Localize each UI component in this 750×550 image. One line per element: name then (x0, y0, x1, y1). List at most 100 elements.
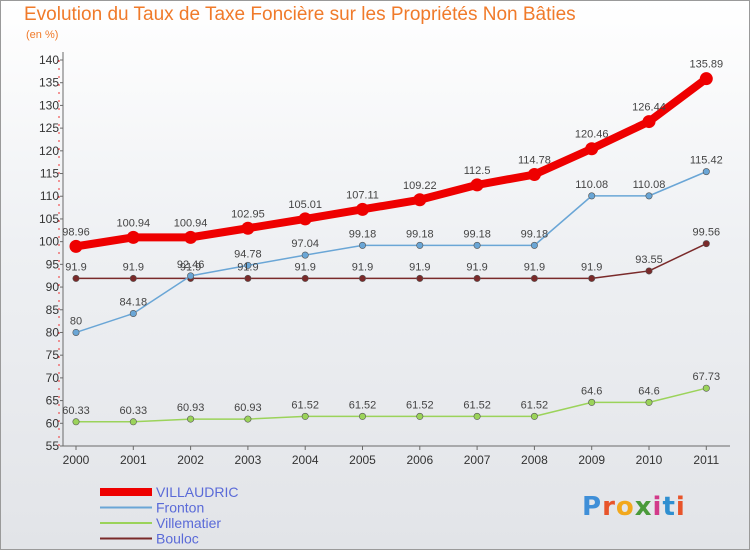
data-label-fronton-2005: 99.18 (349, 228, 377, 240)
data-label-villematier-2006: 61.52 (406, 399, 434, 411)
point-villematier-2009 (588, 398, 596, 406)
data-label-villematier-2007: 61.52 (463, 399, 491, 411)
y-tick-label-100: 100 (39, 235, 59, 249)
point-villaudric-2008 (527, 168, 541, 182)
x-tick-label-2006: 2006 (406, 453, 433, 467)
y-tick-label-80: 80 (46, 325, 60, 339)
data-label-fronton-2003: 94.78 (234, 248, 262, 260)
y-tick-label-55: 55 (46, 439, 60, 453)
y-tick-label-85: 85 (46, 303, 60, 317)
x-tick-label-2004: 2004 (292, 453, 319, 467)
data-label-bouloc-2009: 91.9 (581, 261, 602, 273)
y-tick-label-65: 65 (46, 394, 60, 408)
point-villaudric-2010 (642, 115, 656, 129)
chart-subtitle: (en %) (26, 29, 59, 41)
x-tick-label-2007: 2007 (464, 453, 491, 467)
point-fronton-2009 (588, 192, 596, 200)
data-labels: 60.33 60.33 60.93 60.93 61.52 61.52 61.52 61.52… (62, 59, 723, 417)
data-label-fronton-2011: 115.42 (690, 155, 723, 167)
point-bouloc-2005 (358, 274, 366, 282)
point-villematier-2002 (187, 415, 195, 423)
point-bouloc-2004 (301, 274, 309, 282)
point-villaudric-2004 (298, 212, 312, 226)
data-label-villematier-2008: 61.52 (521, 399, 549, 411)
point-fronton-2002 (187, 272, 195, 280)
data-label-villaudric-2011: 135.89 (689, 59, 723, 71)
point-villematier-2004 (301, 412, 309, 420)
point-villematier-2007 (473, 412, 481, 420)
data-label-fronton-2004: 97.04 (291, 238, 319, 250)
point-villaudric-2003 (241, 221, 255, 235)
x-tick-label-2001: 2001 (120, 453, 147, 467)
data-label-bouloc-2002: 91.9 (180, 261, 201, 273)
point-fronton-2003 (244, 261, 252, 269)
data-label-villaudric-2000: 98.96 (62, 226, 90, 238)
data-label-bouloc-2005: 91.9 (352, 261, 373, 273)
point-villaudric-2000 (69, 239, 83, 253)
point-villaudric-2002 (184, 230, 198, 244)
data-label-villaudric-2007: 112.5 (464, 165, 491, 177)
point-villaudric-2009 (585, 142, 599, 156)
x-tick-label-2011: 2011 (693, 453, 719, 467)
point-villaudric-2006 (413, 193, 427, 207)
y-tick-label-60: 60 (46, 416, 60, 430)
series-line-fronton (75, 170, 708, 334)
data-label-villematier-2005: 61.52 (349, 399, 377, 411)
point-bouloc-2000 (72, 274, 80, 282)
data-label-bouloc-2011: 99.56 (693, 227, 721, 239)
point-villaudric-2001 (126, 230, 140, 244)
data-label-villaudric-2006: 109.22 (403, 180, 437, 192)
point-fronton-2011 (702, 168, 710, 176)
data-label-fronton-2008: 99.18 (521, 228, 549, 240)
point-bouloc-2008 (530, 274, 538, 282)
data-label-villaudric-2003: 102.95 (231, 208, 265, 220)
data-label-bouloc-2003: 91.9 (237, 261, 258, 273)
x-tick-label-2005: 2005 (349, 453, 376, 467)
data-label-fronton-2000: 80 (70, 315, 82, 327)
legend-label-fronton: Fronton (156, 500, 204, 516)
x-tick-label-2010: 2010 (636, 453, 663, 467)
point-fronton-2004 (301, 251, 309, 259)
point-fronton-2005 (358, 241, 366, 249)
data-label-fronton-2001: 84.18 (120, 296, 148, 308)
series-line-villematier (75, 387, 708, 423)
point-bouloc-2003 (244, 274, 252, 282)
y-tick-label-90: 90 (46, 280, 60, 294)
series-layer (69, 72, 713, 426)
y-tick-label-75: 75 (46, 348, 60, 362)
y-tick-label-105: 105 (39, 212, 59, 226)
data-label-villematier-2002: 60.93 (177, 402, 205, 414)
y-tick-label-120: 120 (39, 144, 59, 158)
data-label-villaudric-2004: 105.01 (288, 199, 322, 211)
legend-label-villaudric: VILLAUDRIC (156, 484, 238, 500)
x-tick-label-2000: 2000 (63, 453, 90, 467)
point-fronton-2007 (473, 241, 481, 249)
point-villematier-2011 (702, 384, 710, 392)
chart-title: Evolution du Taux de Taxe Foncière sur l… (24, 4, 576, 25)
point-villaudric-2005 (356, 202, 369, 216)
x-tick-label-2008: 2008 (521, 453, 548, 467)
y-tick-label-135: 135 (39, 76, 59, 90)
data-label-villematier-2003: 60.93 (234, 402, 262, 414)
point-bouloc-2011 (702, 240, 710, 248)
point-bouloc-2007 (473, 274, 481, 282)
x-tick-label-2009: 2009 (578, 453, 605, 467)
data-label-fronton-2007: 99.18 (463, 228, 491, 240)
point-bouloc-2009 (588, 274, 596, 282)
point-bouloc-2001 (129, 274, 137, 282)
point-villematier-2005 (358, 412, 366, 420)
point-fronton-2000 (72, 328, 80, 336)
data-label-fronton-2009: 110.08 (575, 179, 608, 191)
point-bouloc-2006 (416, 274, 424, 282)
y-tick-label-130: 130 (39, 98, 59, 112)
legend-label-bouloc: Bouloc (156, 531, 199, 547)
y-tick-label-115: 115 (40, 167, 59, 181)
point-bouloc-2010 (645, 267, 653, 275)
y-tick-label-95: 95 (46, 257, 60, 271)
data-label-villaudric-2010: 126.44 (632, 102, 666, 114)
data-label-bouloc-2010: 93.55 (635, 254, 663, 266)
point-villematier-2006 (416, 412, 424, 420)
data-label-fronton-2002: 92.46 (177, 259, 205, 271)
